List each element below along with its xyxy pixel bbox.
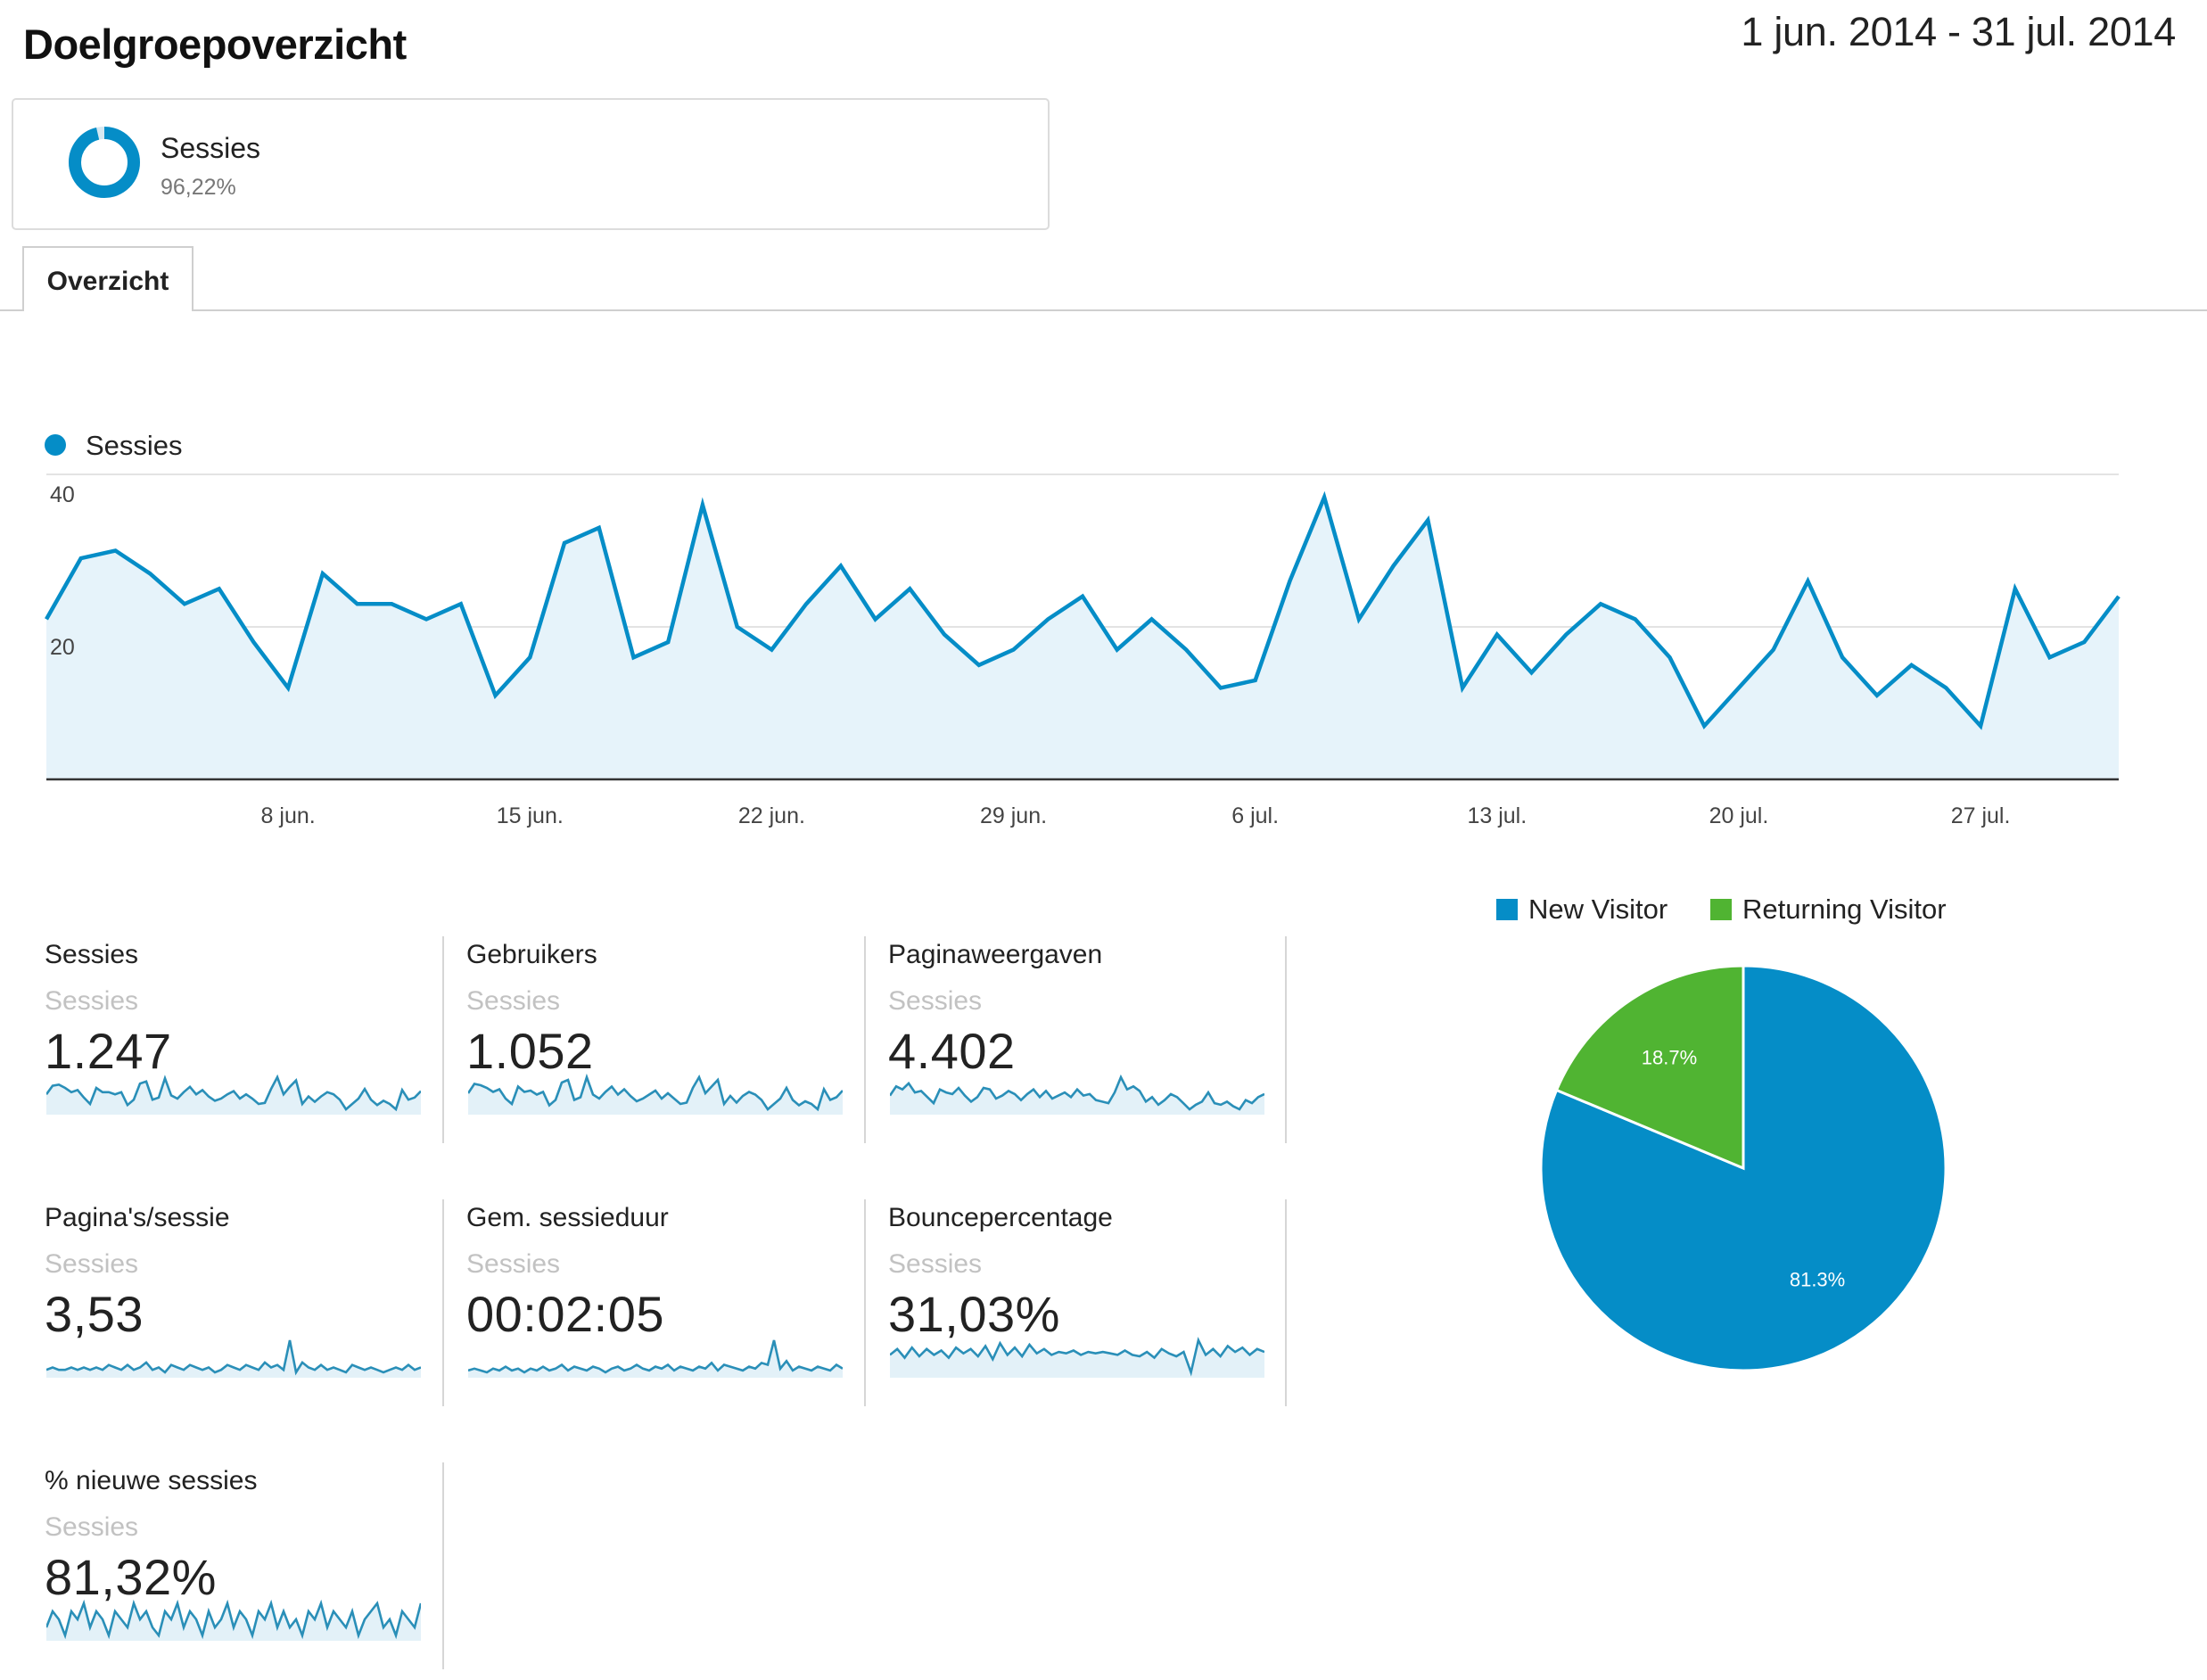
x-tick-label: 27 jul. xyxy=(1951,803,2011,828)
metric-sparkline xyxy=(468,1339,843,1378)
series-line-sessies xyxy=(45,490,2121,730)
visitor-type-pie-chart: 81.3% 18.7% xyxy=(1539,964,1948,1372)
metric-title: Sessies xyxy=(45,940,139,969)
metric-tile[interactable]: Bouncepercentage Sessies 31,03% xyxy=(888,1203,1307,1412)
metric-divider xyxy=(864,936,866,1143)
x-axis-ticks: 8 jun. 15 jun. 22 jun. 29 jun. 6 jul. 13 jul.… xyxy=(261,803,2011,828)
pie-slice-returning-visitor[interactable] xyxy=(1554,964,1745,1171)
page-title: Doelgroepoverzicht xyxy=(23,21,407,68)
x-tick-label: 8 jun. xyxy=(261,803,316,828)
metric-title: Paginaweergaven xyxy=(888,940,1103,969)
metric-tile[interactable]: Paginaweergaven Sessies 4.402 xyxy=(888,940,1307,1149)
metric-value: 1.247 xyxy=(45,1023,172,1079)
sparkline-line xyxy=(46,1074,421,1112)
x-tick-label: 6 jul. xyxy=(1231,803,1279,828)
sparkline-fill xyxy=(468,1340,843,1378)
metric-sparkline xyxy=(46,1074,421,1115)
legend-new-visitor[interactable]: New Visitor xyxy=(1496,894,1668,926)
metric-segment-label: Sessies xyxy=(45,1512,139,1542)
legend-label-new-visitor: New Visitor xyxy=(1528,894,1668,925)
x-tick-label: 29 jun. xyxy=(980,803,1047,828)
metric-sparkline xyxy=(46,1599,421,1641)
metric-divider xyxy=(1285,1199,1287,1406)
metric-divider xyxy=(864,1199,866,1406)
metric-divider xyxy=(1285,936,1287,1143)
sparkline-line xyxy=(468,1339,843,1374)
segment-card[interactable]: Sessies 96,22% xyxy=(12,98,1050,230)
metric-sparkline xyxy=(468,1073,843,1115)
pie-slice-label: 18.7% xyxy=(1642,1046,1697,1068)
x-tick-label: 13 jul. xyxy=(1467,803,1527,828)
sparkline-fill xyxy=(468,1077,843,1115)
metric-value: 3,53 xyxy=(45,1286,144,1342)
chart-legend[interactable]: Sessies xyxy=(45,430,183,461)
sparkline-line xyxy=(46,1599,421,1640)
legend-swatch-new-visitor xyxy=(1496,899,1518,920)
x-tick-label: 22 jun. xyxy=(738,803,805,828)
sparkline-fill xyxy=(46,1603,421,1641)
y-tick-label: 40 xyxy=(50,482,75,507)
sparkline-line xyxy=(468,1073,843,1112)
x-tick-label: 15 jun. xyxy=(497,803,564,828)
sparkline-line xyxy=(46,1339,421,1376)
sparkline-line xyxy=(890,1337,1264,1377)
sparkline-fill xyxy=(890,1340,1264,1378)
metric-segment-label: Sessies xyxy=(888,1249,983,1279)
legend-dot-sessies xyxy=(45,434,66,456)
donut-segment-icon xyxy=(69,127,140,198)
metric-divider xyxy=(442,936,444,1143)
metric-tile[interactable]: Gebruikers Sessies 1.052 xyxy=(466,940,885,1149)
metric-title: Pagina's/sessie xyxy=(45,1203,230,1232)
metric-divider xyxy=(442,1462,444,1669)
metric-sparkline xyxy=(890,1337,1264,1378)
sparkline-line xyxy=(890,1074,1264,1111)
tab-bar-divider xyxy=(0,309,2207,311)
metric-divider xyxy=(442,1199,444,1406)
segment-percent: 96,22% xyxy=(161,175,236,200)
metric-segment-label: Sessies xyxy=(888,986,983,1016)
chart-area xyxy=(45,490,2121,781)
metric-segment-label: Sessies xyxy=(466,986,561,1016)
metric-title: % nieuwe sessies xyxy=(45,1466,258,1495)
sparkline-fill xyxy=(890,1077,1264,1115)
sparkline-fill xyxy=(46,1340,421,1378)
legend-label-returning-visitor: Returning Visitor xyxy=(1742,894,1947,925)
metric-segment-label: Sessies xyxy=(45,986,139,1016)
metric-value: 1.052 xyxy=(466,1023,594,1079)
segment-name: Sessies xyxy=(161,132,261,164)
date-range-picker[interactable]: 1 jun. 2014 - 31 jul. 2014 xyxy=(1741,9,2176,54)
y-tick-label: 20 xyxy=(50,635,75,660)
metric-tile[interactable]: Sessies Sessies 1.247 xyxy=(45,940,464,1149)
metric-title: Gebruikers xyxy=(466,940,597,969)
metric-tile[interactable]: Pagina's/sessie Sessies 3,53 xyxy=(45,1203,464,1412)
metric-tile[interactable]: % nieuwe sessies Sessies 81,32% xyxy=(45,1466,464,1676)
metric-title: Bouncepercentage xyxy=(888,1203,1113,1232)
metric-tile[interactable]: Gem. sessieduur Sessies 00:02:05 xyxy=(466,1203,885,1412)
tab-overview[interactable]: Overzicht xyxy=(22,246,194,311)
x-tick-label: 20 jul. xyxy=(1709,803,1769,828)
legend-label-sessies: Sessies xyxy=(86,430,183,461)
metric-value: 4.402 xyxy=(888,1023,1016,1079)
legend-swatch-returning-visitor xyxy=(1710,899,1732,920)
metric-title: Gem. sessieduur xyxy=(466,1203,669,1232)
metric-segment-label: Sessies xyxy=(45,1249,139,1279)
metric-sparkline xyxy=(890,1074,1264,1115)
metric-segment-label: Sessies xyxy=(466,1249,561,1279)
metric-value: 81,32% xyxy=(45,1549,217,1605)
area-fill xyxy=(46,497,2119,779)
legend-returning-visitor[interactable]: Returning Visitor xyxy=(1710,894,1947,926)
metric-value: 31,03% xyxy=(888,1286,1060,1342)
metric-sparkline xyxy=(46,1339,421,1378)
sparkline-fill xyxy=(46,1077,421,1115)
metric-value: 00:02:05 xyxy=(466,1286,664,1342)
pie-slice-label: 81.3% xyxy=(1790,1269,1845,1291)
